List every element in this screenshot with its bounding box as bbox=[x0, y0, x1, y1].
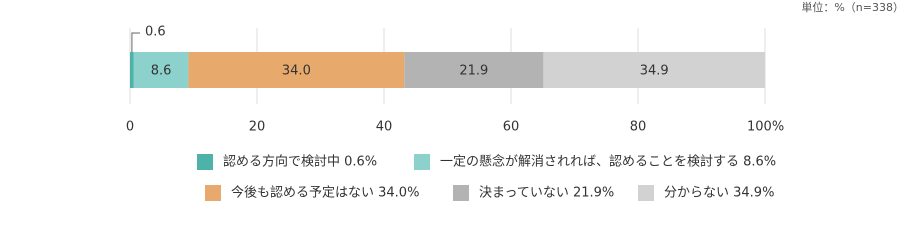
value-label: 34.0 bbox=[282, 64, 311, 79]
value-label: 21.9 bbox=[459, 64, 488, 79]
legend-swatch bbox=[205, 185, 221, 201]
bar-segment bbox=[133, 52, 189, 88]
bar-segment bbox=[404, 52, 544, 88]
value-label: 8.6 bbox=[151, 64, 172, 79]
legend-swatch bbox=[638, 185, 654, 201]
legend-label: 決まっていない 21.9% bbox=[479, 186, 614, 201]
legend-label: 認める方向で検討中 0.6% bbox=[223, 154, 377, 170]
bar-segment bbox=[130, 52, 134, 88]
x-tick-label: 0 bbox=[126, 120, 134, 135]
unit-note: 単位：%（n=338） bbox=[801, 0, 904, 14]
legend-label: 今後も認める予定はない 34.0% bbox=[231, 185, 419, 201]
x-tick-label: 80 bbox=[630, 120, 647, 135]
legend-swatch bbox=[453, 185, 469, 201]
legend-label: 一定の懸念が解消されれば、認めることを検討する 8.6% bbox=[440, 154, 776, 170]
x-tick-label: 100% bbox=[747, 120, 784, 135]
value-label: 34.9 bbox=[640, 64, 669, 79]
value-label: 0.6 bbox=[145, 25, 166, 40]
x-tick-label: 60 bbox=[503, 120, 520, 135]
legend-swatch bbox=[197, 154, 213, 170]
bar-segment bbox=[188, 52, 405, 88]
legend-label: 分からない 34.9% bbox=[664, 186, 774, 201]
bar-segment bbox=[543, 52, 765, 88]
legend-swatch bbox=[414, 154, 430, 170]
x-tick-label: 20 bbox=[249, 120, 266, 135]
chart: 単位：%（n=338） 0 20 40 60 80 100% 0.6 8.6 34.0 21.9 3… bbox=[126, 0, 904, 201]
leader-line bbox=[131, 32, 140, 52]
x-tick-label: 40 bbox=[376, 120, 393, 135]
